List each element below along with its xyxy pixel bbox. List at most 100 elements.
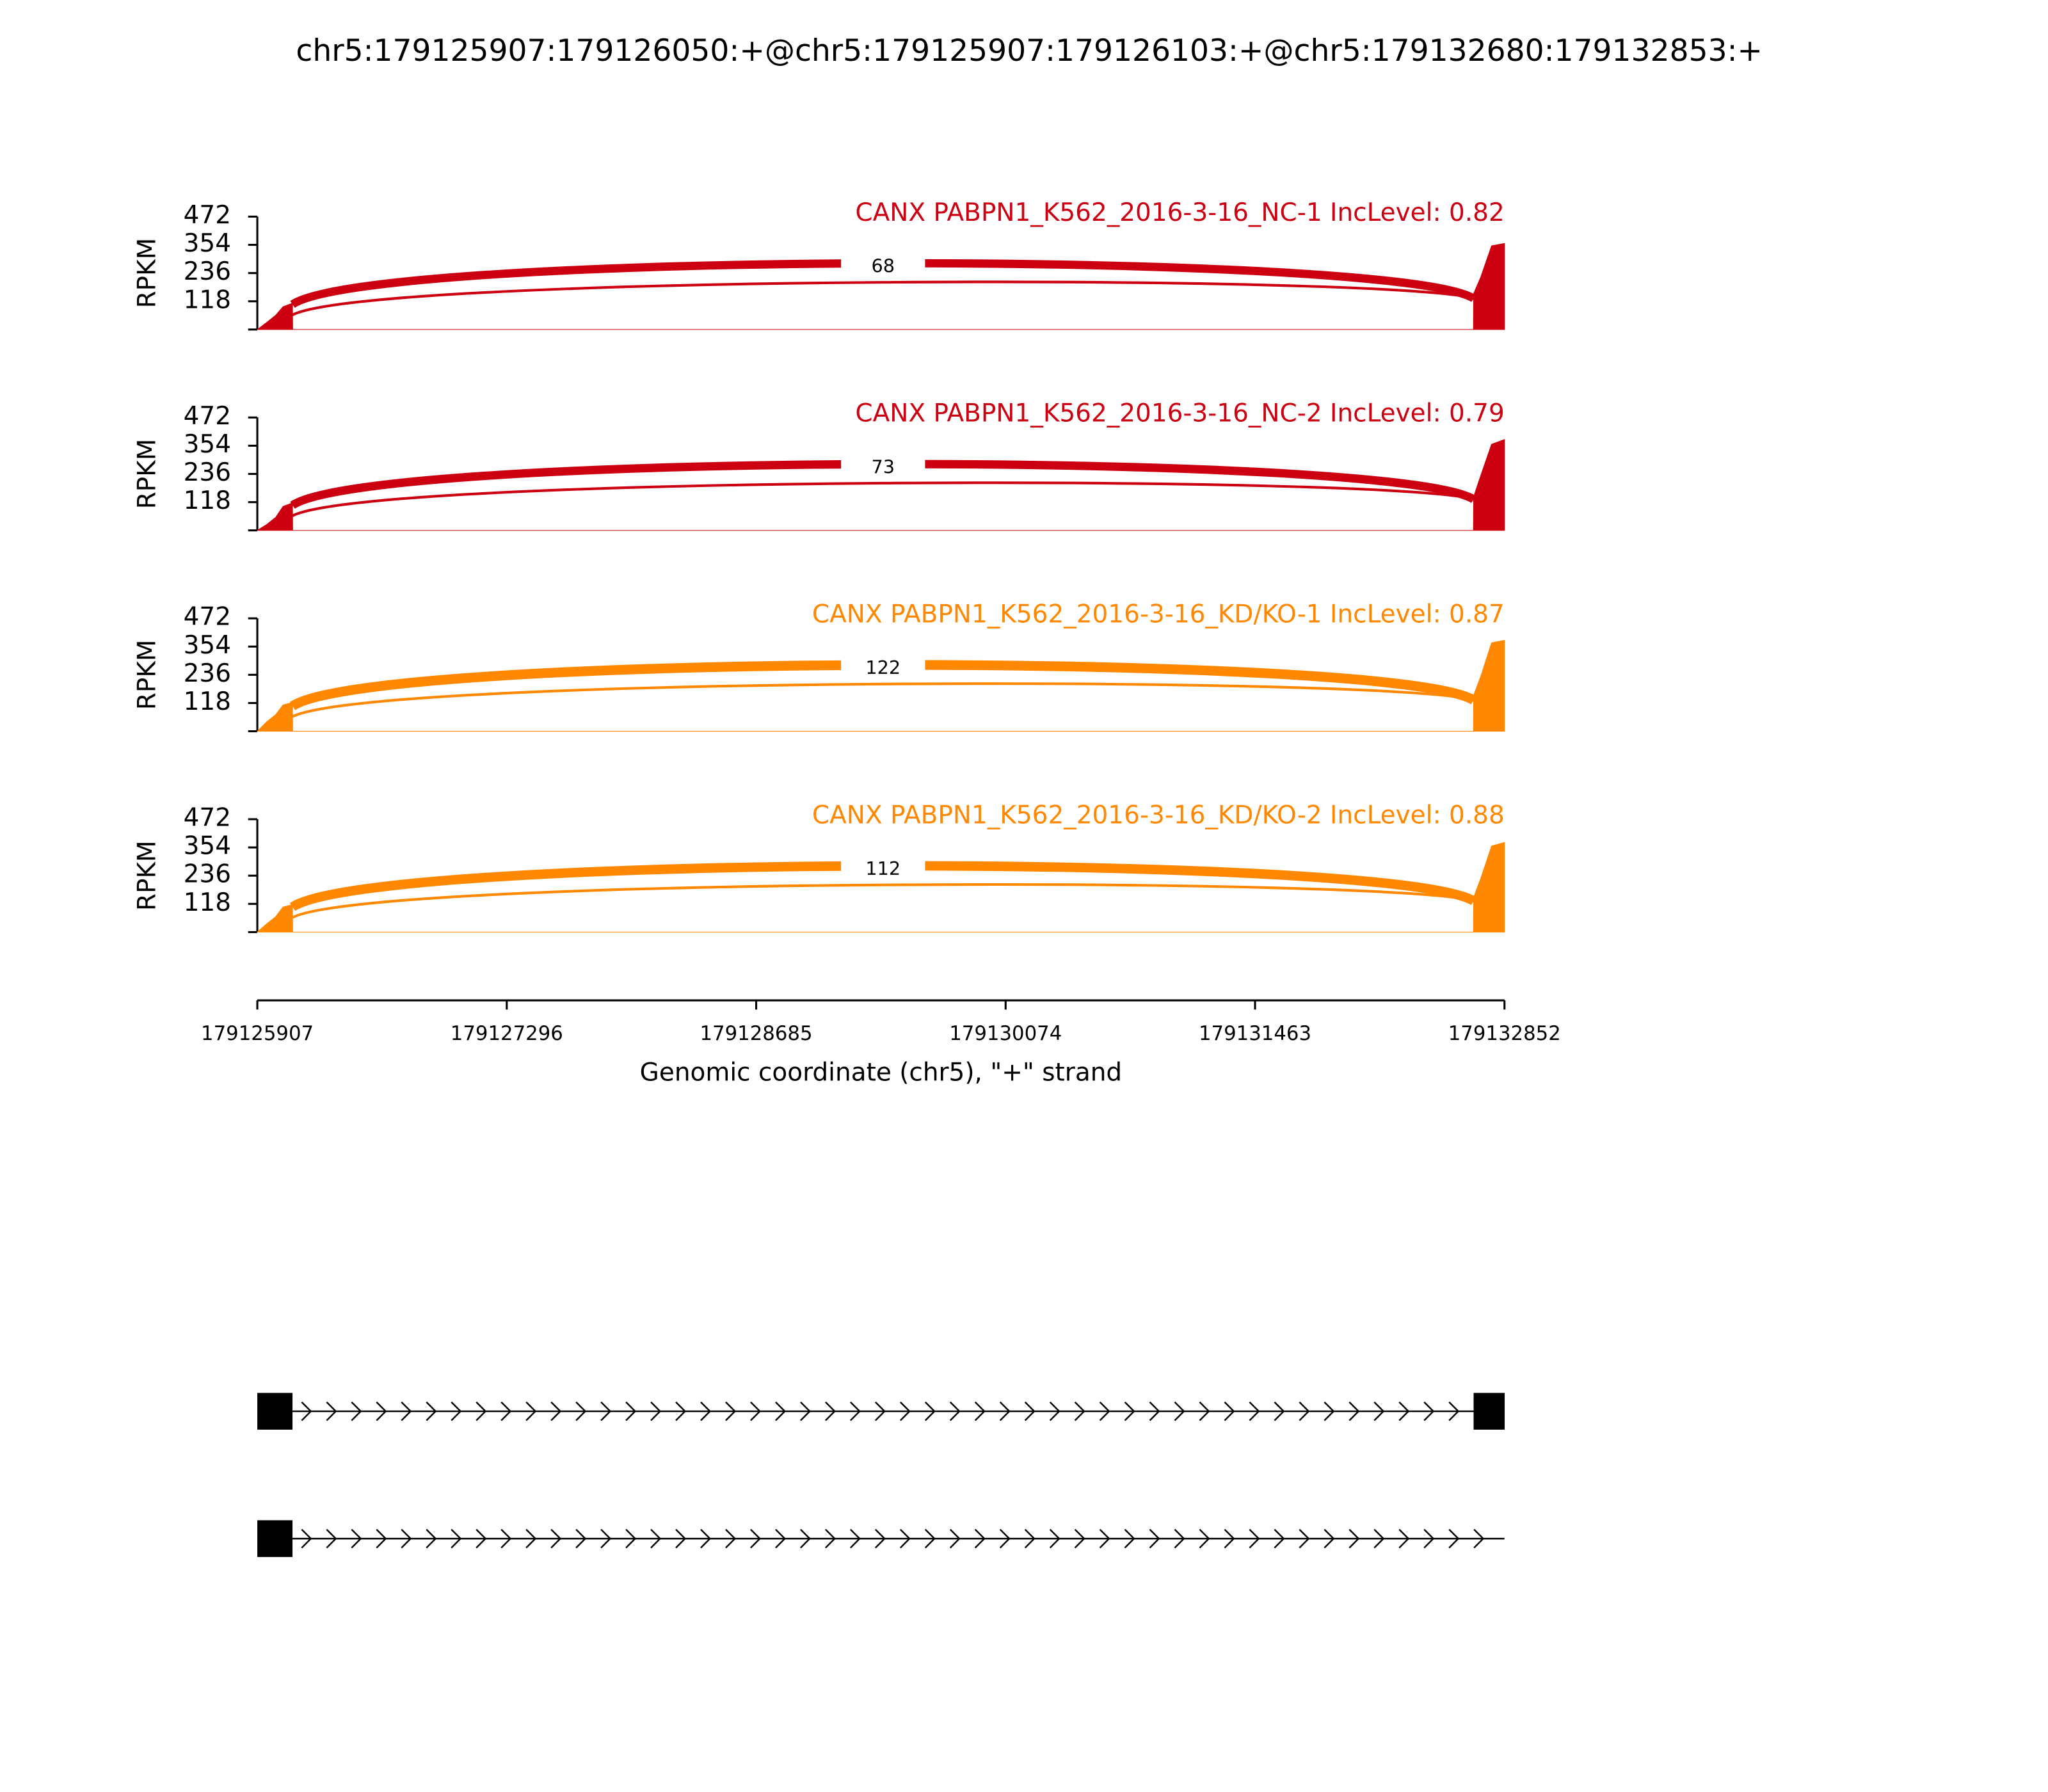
strand-chevron [401,1528,412,1549]
strand-chevron [476,1401,487,1421]
strand-chevron [1049,1401,1060,1421]
junction-arc-minor [292,481,1475,517]
strand-chevron [451,1528,462,1549]
y-tick-label: 118 [184,285,231,314]
y-tick-label: 472 [184,603,231,632]
strand-chevron [525,1401,537,1421]
strand-chevron [1473,1528,1485,1549]
panel-label: CANX PABPN1_K562_2016-3-16_NC-1 IncLevel… [855,198,1504,227]
y-tick-label: 354 [184,229,231,258]
strand-chevron [351,1401,362,1421]
strand-chevron [625,1401,637,1421]
strand-chevron [874,1528,886,1549]
strand-chevron [351,1528,362,1549]
y-axis-label: RPKM [132,439,161,509]
x-tick-label: 179132852 [1448,1022,1561,1045]
strand-chevron [451,1401,462,1421]
strand-chevron [1149,1401,1160,1421]
strand-chevron [874,1401,886,1421]
strand-chevron [600,1528,612,1549]
strand-chevron [1074,1401,1085,1421]
strand-chevron [1249,1528,1260,1549]
strand-chevron [750,1528,762,1549]
strand-chevron [1024,1528,1036,1549]
strand-chevron [575,1401,587,1421]
strand-chevron [426,1528,437,1549]
coverage-area [256,438,1505,531]
strand-chevron [326,1401,337,1421]
y-tick-label: 354 [184,430,231,459]
y-tick-label: 354 [184,631,231,660]
coverage-area [256,243,1505,330]
junction-label: 122 [865,657,900,678]
strand-chevron [725,1528,737,1549]
y-axis-label: RPKM [132,840,161,911]
strand-chevron [1299,1528,1310,1549]
junction-label: 112 [865,858,900,879]
junction-arc-minor [292,883,1475,919]
strand-chevron [1324,1401,1335,1421]
y-tick-label: 118 [184,486,231,515]
strand-chevron [1149,1528,1160,1549]
junction-label: 73 [872,456,895,477]
strand-chevron [1324,1528,1335,1549]
strand-chevron [999,1528,1011,1549]
strand-chevron [949,1401,961,1421]
strand-chevron [550,1528,562,1549]
strand-chevron [1448,1401,1460,1421]
strand-chevron [1373,1401,1385,1421]
junction-arc-minor [292,280,1475,316]
coverage-area [256,842,1505,932]
chart-title: chr5:179125907:179126050:+@chr5:17912590… [296,33,1763,68]
panel-label: CANX PABPN1_K562_2016-3-16_KD/KO-2 IncLe… [812,801,1505,829]
strand-chevron [600,1401,612,1421]
exon [257,1393,293,1430]
strand-chevron [800,1528,811,1549]
strand-chevron [1274,1401,1285,1421]
strand-chevron [1373,1528,1385,1549]
strand-chevron [1224,1401,1235,1421]
strand-chevron [974,1401,986,1421]
strand-chevron [650,1401,662,1421]
strand-chevron [1448,1528,1460,1549]
y-tick-label: 354 [184,832,231,861]
strand-chevron [824,1401,836,1421]
strand-chevron [1174,1401,1185,1421]
strand-chevron [949,1528,961,1549]
x-axis-label: Genomic coordinate (chr5), "+" strand [640,1058,1122,1087]
y-axis-label: RPKM [132,238,161,308]
strand-chevron [1199,1528,1210,1549]
x-tick-label: 179131463 [1199,1022,1311,1045]
junction-label-bg [841,850,925,882]
x-tick-label: 179128685 [700,1022,812,1045]
strand-chevron [1124,1401,1135,1421]
strand-chevron [1249,1401,1260,1421]
strand-chevron [700,1528,712,1549]
strand-chevron [675,1528,687,1549]
y-tick-label: 236 [184,257,231,286]
strand-chevron [924,1528,936,1549]
y-tick-label: 236 [184,458,231,487]
strand-chevron [1348,1401,1360,1421]
strand-chevron [550,1401,562,1421]
panel-label: CANX PABPN1_K562_2016-3-16_KD/KO-1 IncLe… [812,600,1505,629]
strand-chevron [1423,1401,1435,1421]
junction-label-bg [841,448,925,480]
strand-chevron [849,1401,861,1421]
strand-chevron [401,1401,412,1421]
y-tick-label: 472 [184,402,231,431]
strand-chevron [301,1528,312,1549]
strand-chevron [849,1528,861,1549]
strand-chevron [1224,1528,1235,1549]
strand-chevron [326,1528,337,1549]
strand-chevron [1423,1528,1435,1549]
strand-chevron [500,1528,512,1549]
x-tick-label: 179130074 [949,1022,1062,1045]
strand-chevron [301,1401,312,1421]
y-tick-label: 118 [184,888,231,917]
junction-label-bg [841,649,925,681]
y-tick-label: 118 [184,687,231,716]
strand-chevron [476,1528,487,1549]
x-tick-label: 179125907 [201,1022,314,1045]
